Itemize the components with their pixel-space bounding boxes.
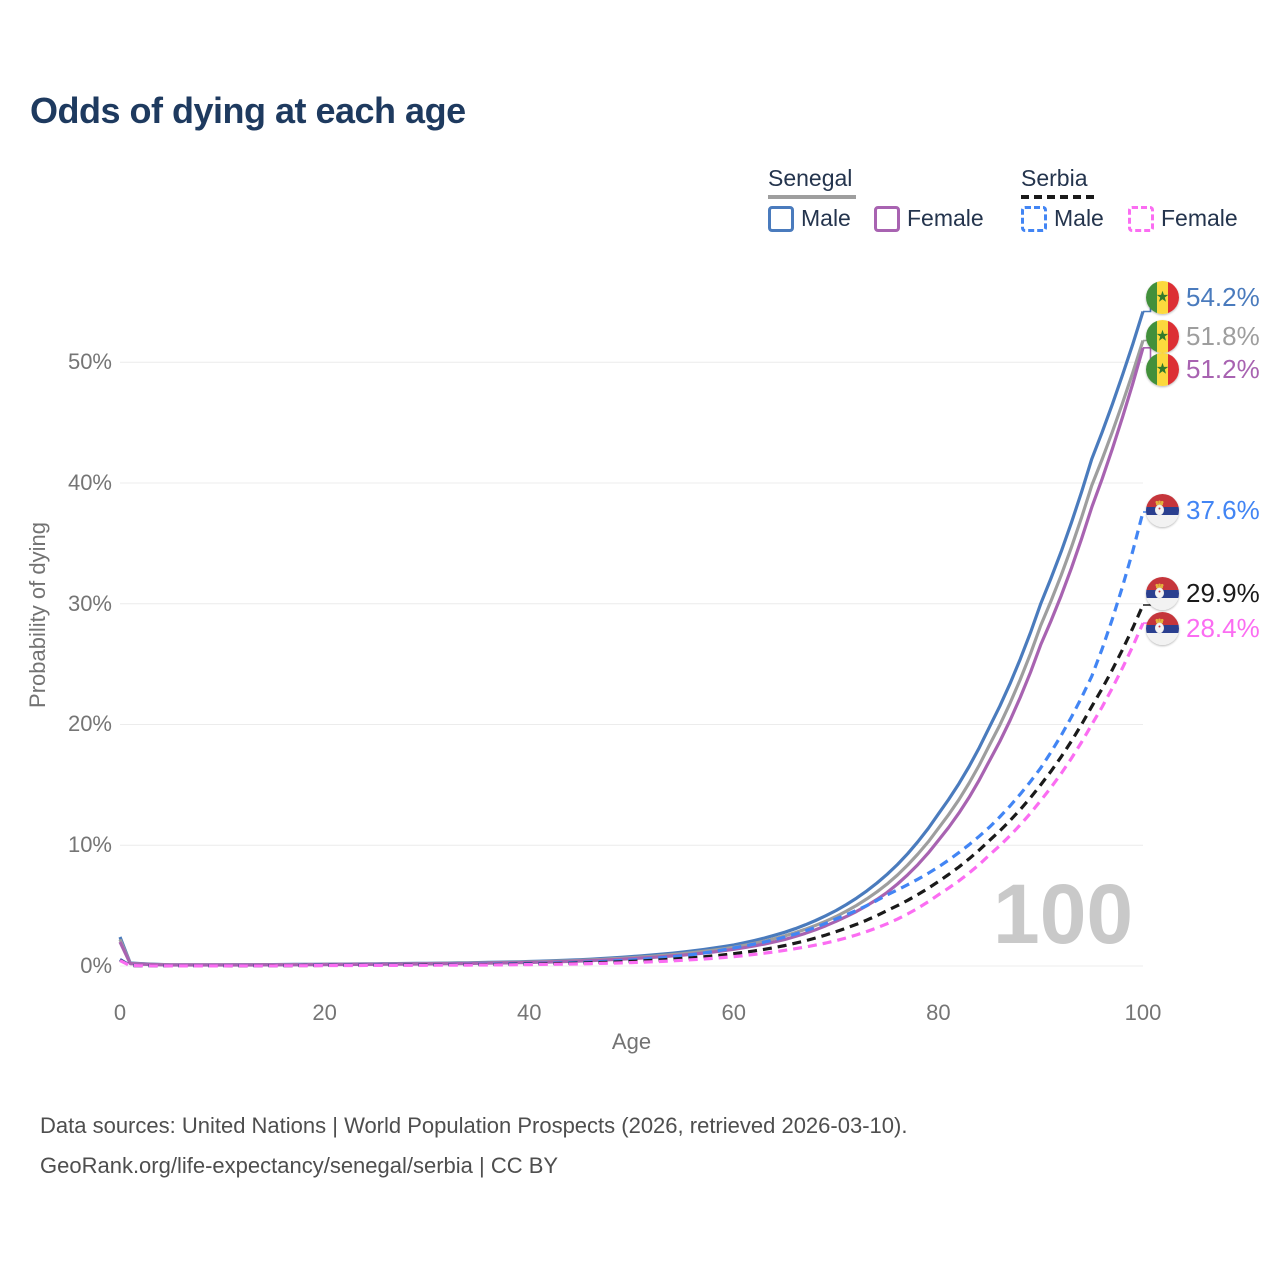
legend-item-senegal-male[interactable]: Male — [768, 205, 851, 232]
x-axis-ticks: 0 20 40 60 80 100 — [114, 1000, 1161, 1025]
legend-item-senegal-female[interactable]: Female — [874, 205, 984, 232]
line-serbia-female[interactable] — [119, 622, 1145, 968]
legend-senegal-underline — [768, 195, 856, 199]
legend-item-label: Male — [1054, 205, 1104, 231]
senegal-flag-icon — [1146, 280, 1179, 314]
legend-item-label: Female — [907, 205, 984, 231]
svg-text:40: 40 — [517, 1000, 541, 1025]
svg-text:0%: 0% — [80, 953, 112, 978]
svg-text:20: 20 — [312, 1000, 336, 1025]
svg-text:0: 0 — [114, 1000, 126, 1025]
legend-senegal-label: Senegal — [768, 165, 853, 191]
serbia-male-swatch-icon — [1021, 205, 1047, 232]
data-source-footer: Data sources: United Nations | World Pop… — [40, 1106, 907, 1186]
end-label-senegal-both: 51.8% — [1146, 319, 1260, 353]
series-lines — [118, 311, 1145, 968]
legend-item-label: Female — [1161, 205, 1238, 231]
line-serbia-both[interactable] — [119, 604, 1145, 968]
end-label-serbia-male: 37.6% — [1146, 493, 1260, 527]
svg-text:40%: 40% — [68, 470, 112, 495]
x-axis-title: Age — [612, 1029, 651, 1054]
end-label-senegal-male: 54.2% — [1146, 280, 1260, 314]
svg-text:60: 60 — [722, 1000, 746, 1025]
legend-serbia-underline — [1021, 195, 1094, 199]
serbia-flag-icon — [1146, 611, 1179, 645]
legend-item-label: Male — [801, 205, 851, 231]
serbia-female-swatch-icon — [1128, 205, 1154, 232]
line-senegal-both[interactable] — [118, 340, 1145, 967]
footer-line-sources: Data sources: United Nations | World Pop… — [40, 1113, 908, 1138]
svg-text:100: 100 — [1125, 1000, 1162, 1025]
end-label-serbia-female: 28.4% — [1146, 611, 1260, 645]
legend-group-senegal: Senegal — [768, 165, 856, 199]
end-label-senegal-female: 51.2% — [1146, 352, 1260, 386]
end-label-serbia-both: 29.9% — [1146, 576, 1260, 610]
svg-text:20%: 20% — [68, 711, 112, 736]
line-senegal-male[interactable] — [118, 311, 1145, 967]
svg-text:80: 80 — [926, 1000, 950, 1025]
svg-text:10%: 10% — [68, 832, 112, 857]
age-counter-watermark: 100 — [993, 867, 1134, 961]
legend-item-serbia-female[interactable]: Female — [1128, 205, 1238, 232]
svg-text:30%: 30% — [68, 591, 112, 616]
y-axis-title: Probability of dying — [25, 522, 50, 708]
y-axis-ticks: 0% 10% 20% 30% 40% 50% — [68, 349, 112, 978]
svg-text:50%: 50% — [68, 349, 112, 374]
serbia-flag-icon — [1146, 576, 1179, 610]
line-senegal-female[interactable] — [118, 347, 1145, 967]
senegal-male-swatch-icon — [768, 205, 794, 232]
senegal-flag-icon — [1146, 352, 1179, 386]
line-serbia-male[interactable] — [119, 511, 1145, 968]
legend-serbia-label: Serbia — [1021, 165, 1088, 191]
footer-line-license: GeoRank.org/life-expectancy/senegal/serb… — [40, 1153, 559, 1179]
senegal-female-swatch-icon — [874, 205, 900, 232]
serbia-flag-icon — [1146, 493, 1179, 527]
legend-group-serbia: Serbia — [1021, 165, 1094, 199]
senegal-flag-icon — [1146, 319, 1179, 353]
gridlines — [120, 361, 1143, 967]
page-title: Odds of dying at each age — [30, 90, 466, 131]
legend-item-serbia-male[interactable]: Male — [1021, 205, 1104, 232]
